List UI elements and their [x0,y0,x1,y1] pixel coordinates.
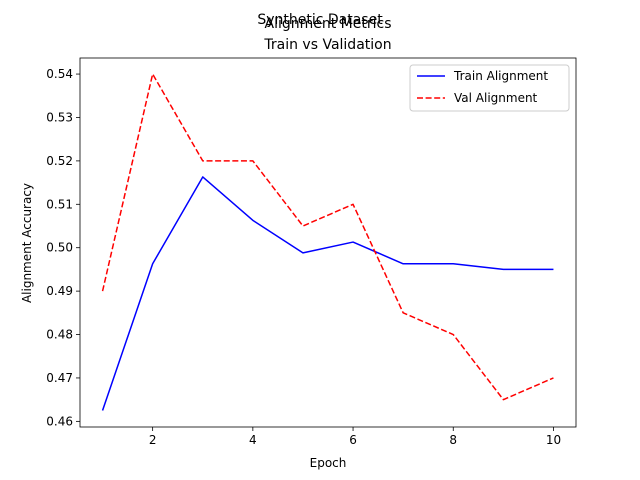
series-line-val [101,73,554,401]
x-tick-label: 8 [449,433,457,447]
chart-suptitle: Synthetic Dataset [257,12,383,28]
legend: Train Alignment Val Alignment [409,64,570,112]
series-line-train [101,176,554,411]
legend-label: Val Alignment [454,91,538,105]
y-tick-label: 0.54 [46,67,73,81]
y-axis-label: Alignment Accuracy [20,183,34,303]
y-tick-label: 0.50 [46,241,73,255]
legend-label: Train Alignment [453,69,548,83]
plot-area: 2 4 6 8 10 0.46 0.47 0.48 0.49 0.50 0.51 0.52 0.53 0.… [46,57,577,447]
y-tick-label: 0.46 [46,414,73,428]
legend-box [409,64,570,112]
y-tick-label: 0.49 [46,284,73,298]
chart-title-line-1: Alignment Metrics [265,16,392,32]
x-tick-label: 10 [546,433,561,447]
axes-frame [79,57,577,428]
y-tick-label: 0.47 [46,371,73,385]
y-tick-label: 0.53 [46,110,73,124]
chart-title-line-2: Train vs Validation [263,37,391,53]
y-tick-label: 0.51 [46,197,73,211]
y-tick-label: 0.52 [46,154,73,168]
y-tick-label: 0.48 [46,328,73,342]
x-tick-label: 4 [249,433,257,447]
x-axis-label: Epoch [310,456,347,470]
x-tick-label: 6 [349,433,357,447]
x-tick-label: 2 [149,433,157,447]
